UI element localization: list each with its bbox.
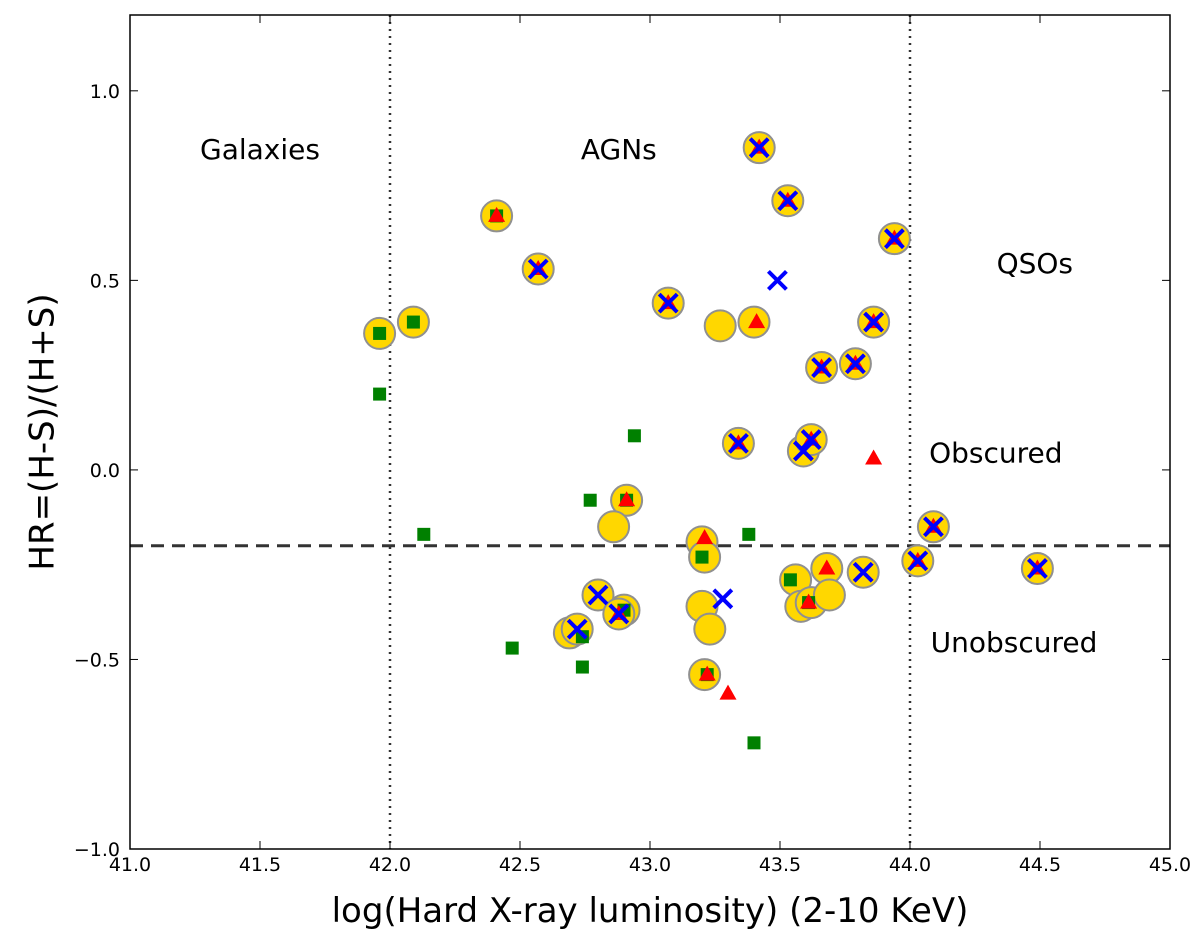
square-point [583,493,597,507]
axis-ticks: 41.0 41.5 42.0 42.5 43.0 43.5 44.0 44.5 45.0 −1.0… [74,15,1191,876]
square-point [417,527,431,541]
x-tick-label: 44.5 [1019,854,1061,876]
y-tick-label: 0.5 [90,270,120,292]
x-tick-label: 43.0 [629,854,671,876]
cross-point [527,258,549,280]
y-axis-title: HR=(H-S)/(H+S) [23,293,63,570]
square-point [373,326,387,340]
cross-point [922,516,944,538]
triangle-point [698,665,716,681]
cross-point [1026,558,1048,579]
cross-point [844,353,866,375]
cross-point [811,357,833,378]
square-point [783,573,797,587]
triangle-point [618,491,636,507]
reference-lines [130,15,1170,849]
triangle-point [800,593,818,609]
cross-point [608,603,630,625]
region-label: QSOs [997,247,1073,280]
triangle-point [818,559,836,575]
square-point [627,429,641,443]
x-tick-label: 45.0 [1149,854,1191,876]
x-tick-label: 41.5 [239,854,281,876]
region-label: Galaxies [200,133,320,166]
square-point [575,660,589,674]
square-point [742,527,756,541]
region-label: Unobscured [931,626,1098,659]
y-tick-label: −1.0 [74,839,120,861]
cross-point [863,311,885,333]
region-label: AGNs [581,133,657,166]
triangle-point [696,529,714,545]
cross-point [766,269,788,291]
data-marks [363,131,1054,750]
cross-point [712,588,734,610]
square-point [695,550,709,564]
cross-point [657,292,679,314]
x-tick-label: 42.5 [499,854,541,876]
region-label: Obscured [929,436,1062,469]
triangle-point [719,684,737,700]
x-tick-label: 41.0 [109,854,151,876]
cross-point [907,550,929,572]
cross-point [587,584,609,606]
x-axis-title: log(Hard X-ray luminosity) (2-10 KeV) [332,891,969,931]
circle-point [812,578,846,612]
y-tick-label: 0.0 [90,460,120,482]
cross-point [852,561,874,583]
cross-point [748,137,770,159]
square-point [505,641,519,655]
x-tick-label: 42.0 [369,854,411,876]
circle-point [693,612,727,646]
x-tick-label: 43.5 [759,854,801,876]
cross-point [777,190,799,212]
cross-point [883,228,905,250]
cross-point [792,440,814,462]
square-point [747,736,761,750]
x-tick-label: 44.0 [889,854,931,876]
circle-point [703,309,737,343]
cross-point [727,432,749,454]
square-point [373,387,387,401]
y-tick-label: −0.5 [74,649,120,671]
y-tick-label: 1.0 [90,81,120,103]
triangle-point [748,313,766,329]
cross-point [566,618,588,640]
cross-point [800,429,822,450]
circle-point [597,510,631,544]
region-annotations: Galaxies AGNs QSOs Obscured Unobscured [200,133,1097,659]
triangle-point [865,449,883,465]
triangle-point [488,206,506,222]
square-point [406,315,420,329]
